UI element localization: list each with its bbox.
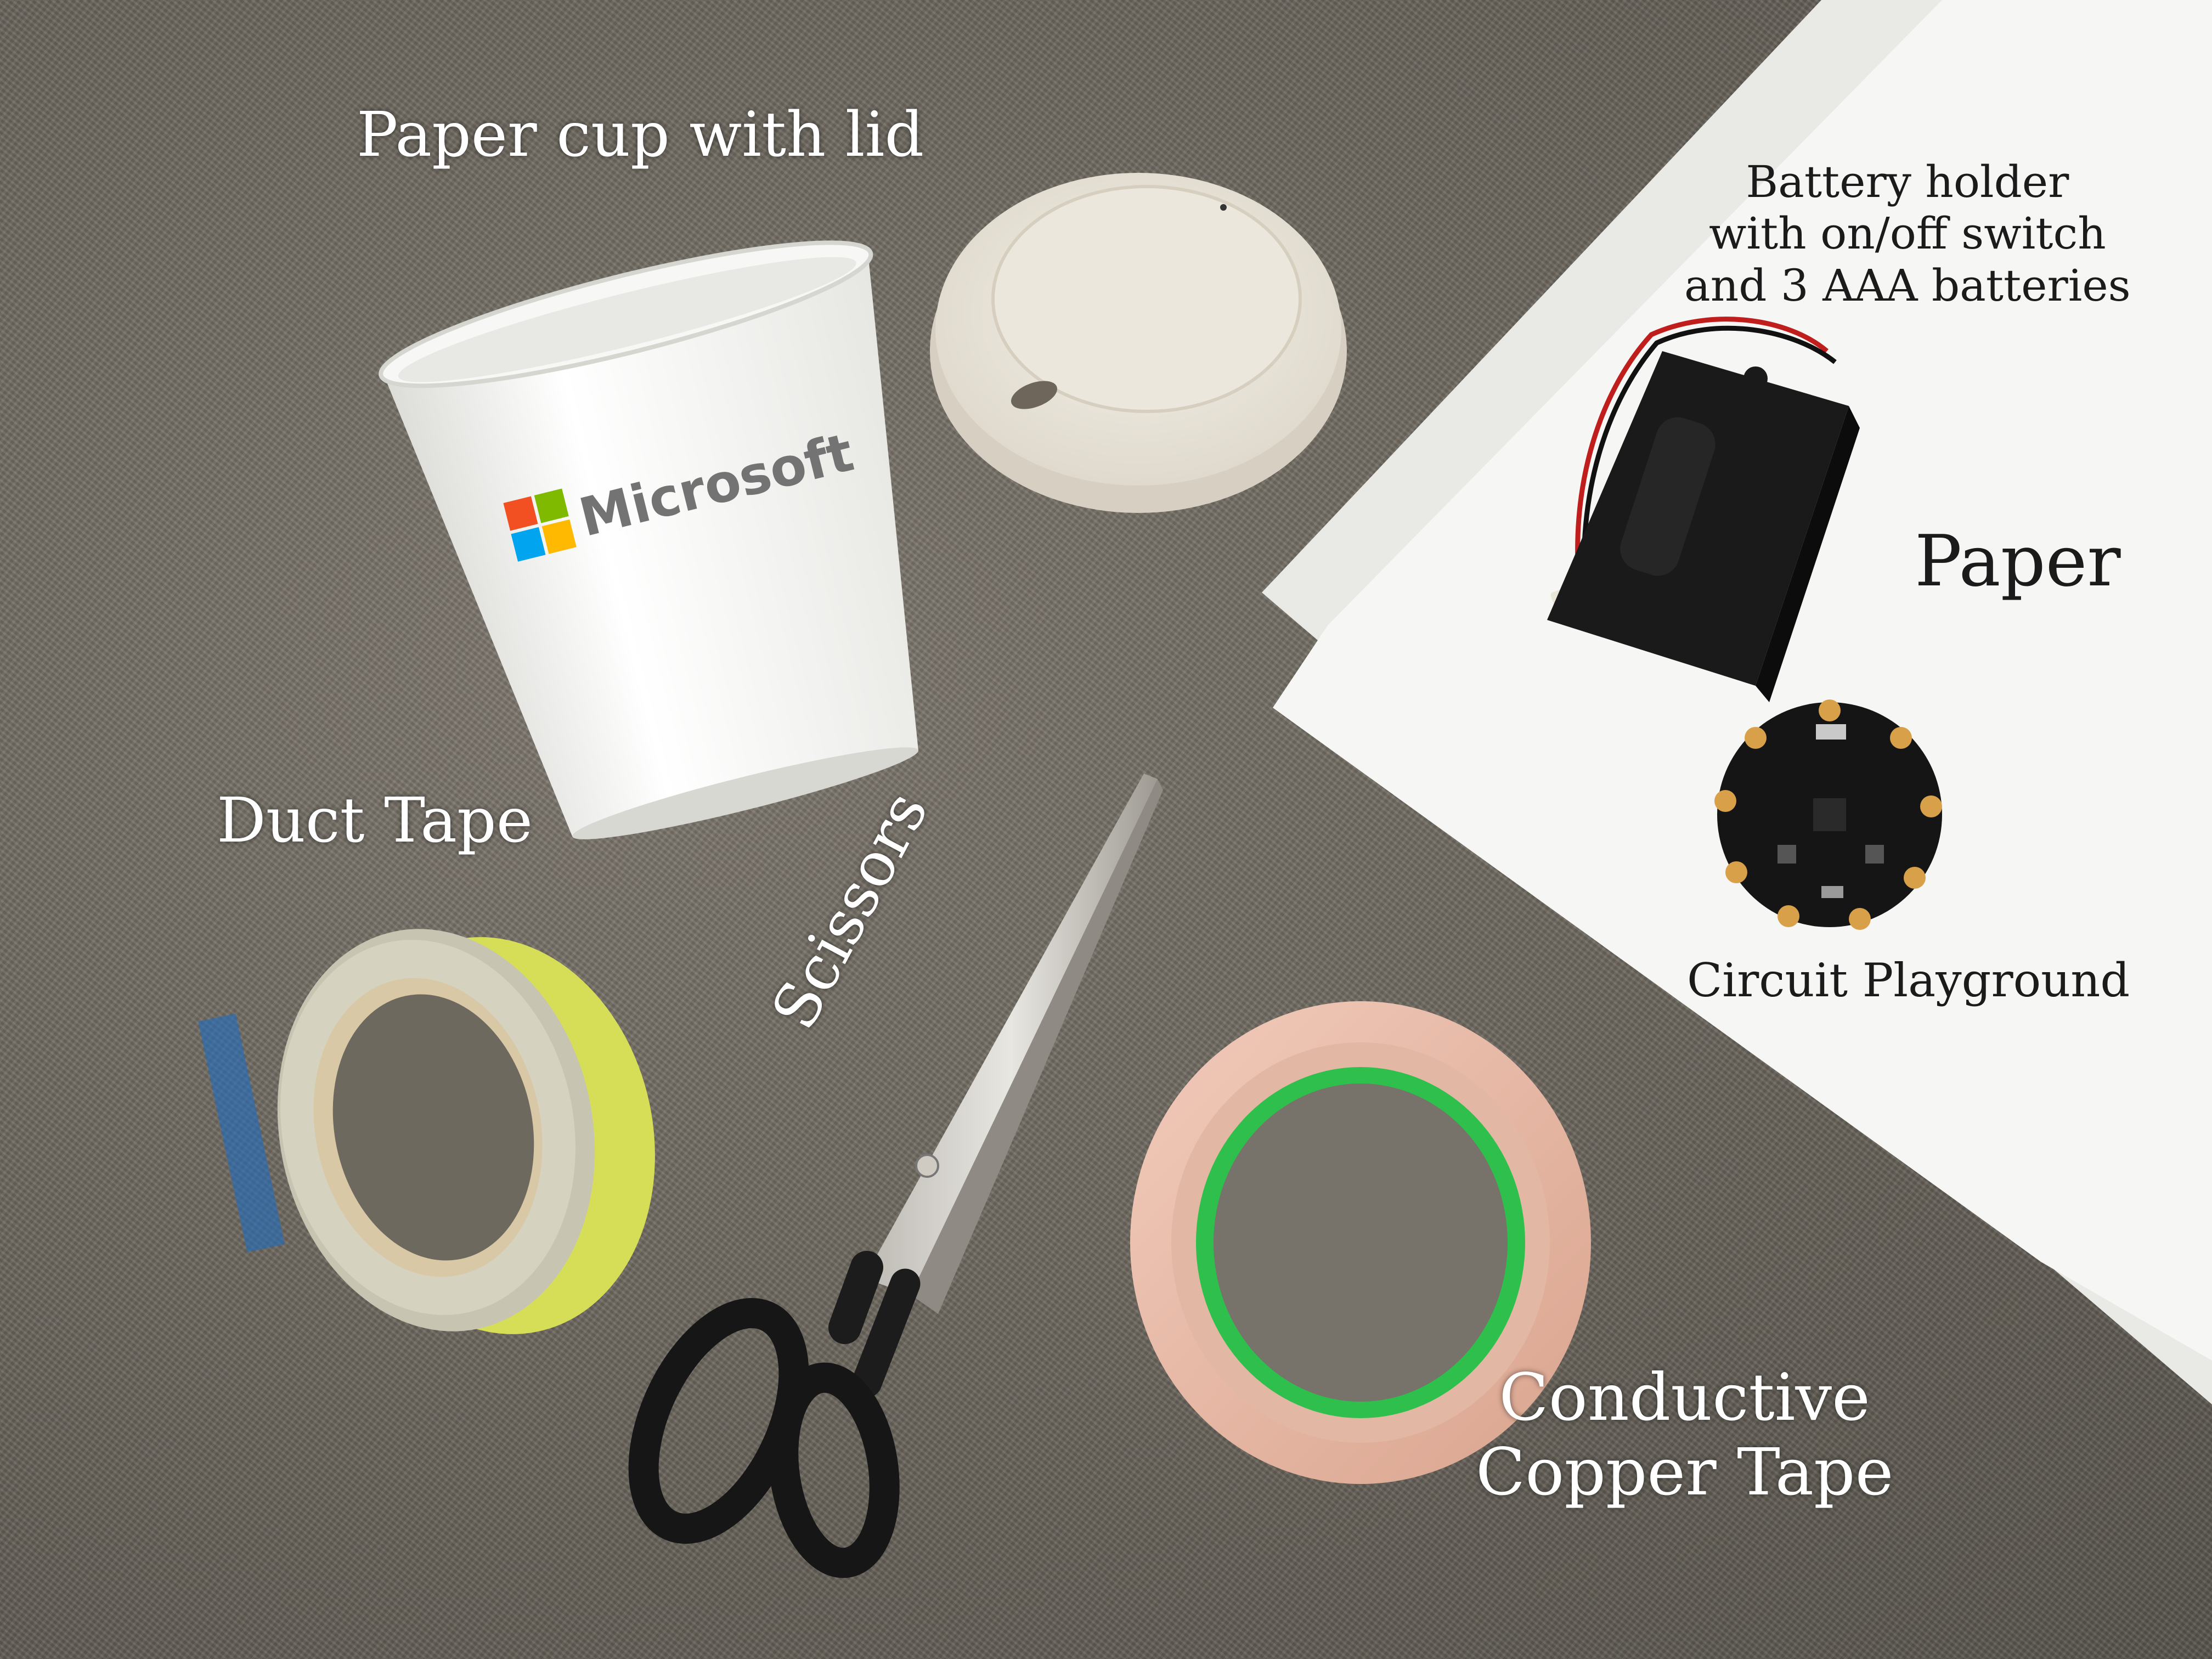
label-battery-line-1: Battery holder	[1746, 156, 2069, 207]
duct-tape-roll	[198, 929, 655, 1334]
label-circuit-playground: Circuit Playground	[1687, 953, 2130, 1007]
label-paper: Paper	[1915, 521, 2121, 602]
copper-tape-roll	[1130, 1001, 1591, 1484]
label-paper-cup: Paper cup with lid	[357, 99, 924, 171]
label-copper-tape: Conductive Copper Tape	[1476, 1359, 1894, 1510]
paper-cup: Microsoft	[379, 240, 918, 839]
label-copper-line-2: Copper Tape	[1476, 1434, 1894, 1510]
label-copper-line-1: Conductive	[1499, 1359, 1871, 1435]
label-battery-line-2: with on/off switch	[1708, 208, 2106, 259]
label-battery-holder: Battery holder with on/off switch and 3 …	[1684, 156, 2131, 312]
scissors	[628, 774, 1163, 1578]
circuit-playground-board	[1714, 699, 1942, 930]
microsoft-logo	[503, 488, 577, 562]
label-battery-line-3: and 3 AAA batteries	[1684, 259, 2131, 311]
label-duct-tape: Duct Tape	[217, 785, 533, 856]
battery-holder	[1547, 317, 1860, 702]
cup-lid	[930, 173, 1347, 513]
